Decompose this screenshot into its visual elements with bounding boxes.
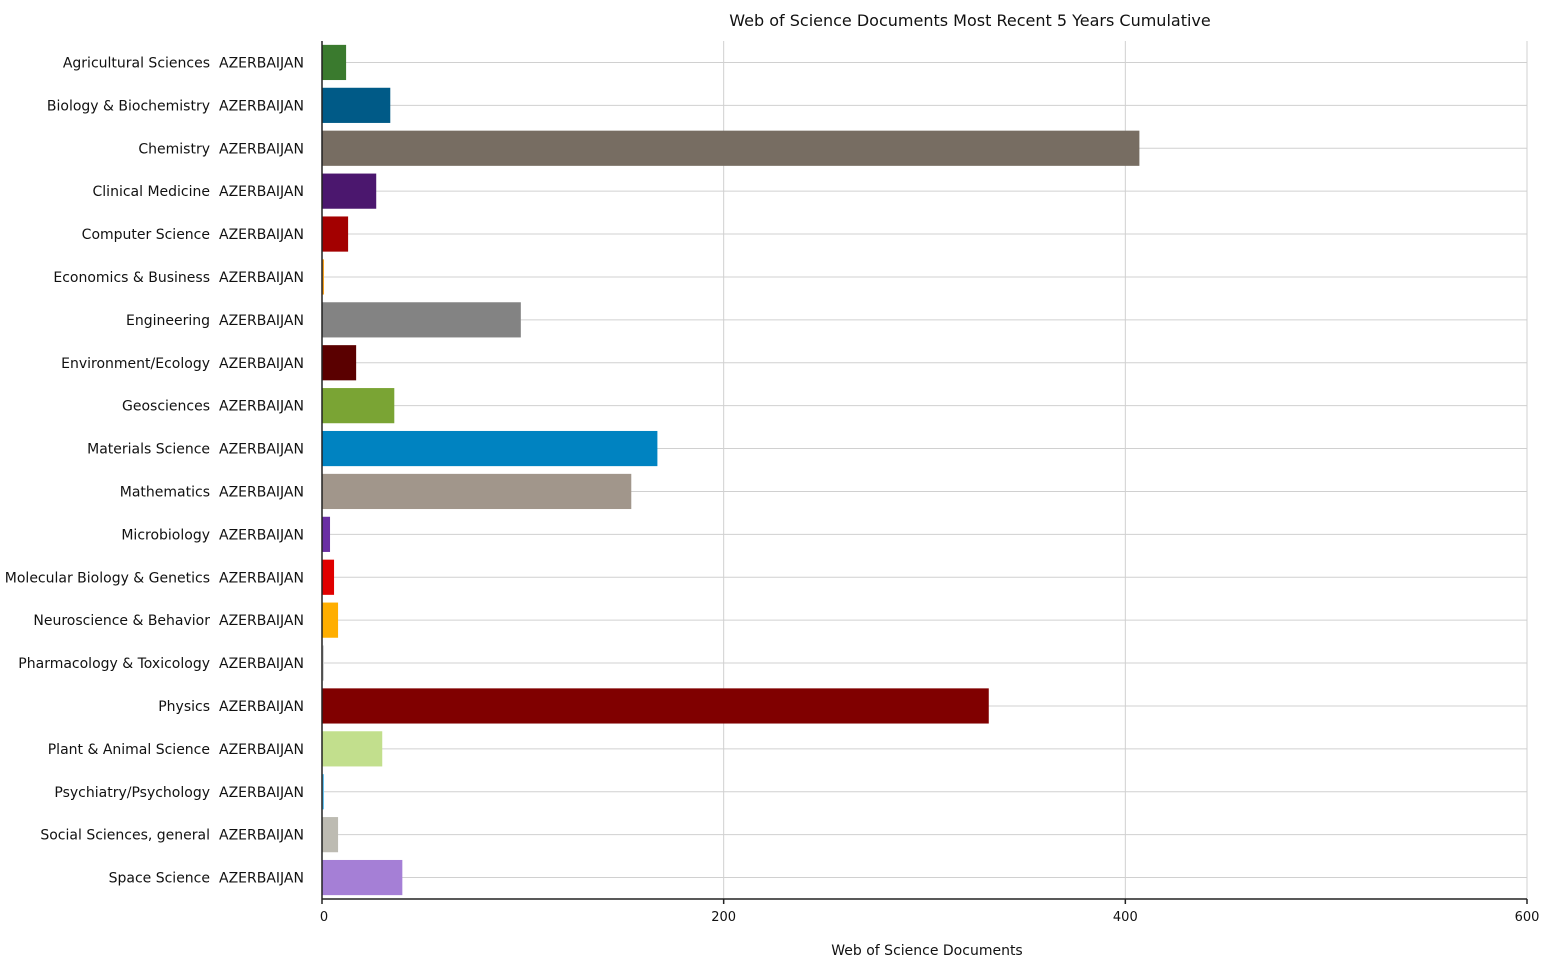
bar: [322, 130, 1140, 166]
bar: [322, 645, 325, 681]
country-label: AZERBAIJAN: [219, 55, 304, 71]
bar: [322, 602, 339, 638]
category-label: Environment/Ecology: [61, 356, 210, 372]
country-label: AZERBAIJAN: [219, 98, 304, 114]
country-label: AZERBAIJAN: [219, 570, 304, 586]
category-label: Materials Science: [87, 442, 210, 458]
country-label: AZERBAIJAN: [219, 356, 304, 372]
category-label: Geosciences: [122, 399, 210, 415]
country-label: AZERBAIJAN: [219, 184, 304, 200]
bar: [322, 173, 377, 209]
bar: [322, 473, 632, 510]
bar: [322, 774, 325, 810]
bar: [322, 216, 349, 252]
bar: [322, 430, 658, 467]
bar: [322, 259, 325, 295]
category-label: Molecular Biology & Genetics: [5, 570, 210, 586]
x-tick-label: 200: [711, 910, 736, 925]
category-label: Physics: [158, 699, 210, 715]
country-label: AZERBAIJAN: [219, 227, 304, 243]
x-tick-label: 0: [320, 910, 328, 925]
country-label: AZERBAIJAN: [219, 484, 304, 500]
bar: [322, 345, 357, 381]
bar: [322, 859, 403, 896]
x-tick-label: 400: [1113, 910, 1138, 925]
category-label: Plant & Animal Science: [48, 742, 210, 758]
country-label: AZERBAIJAN: [219, 871, 304, 887]
category-label: Agricultural Sciences: [63, 55, 210, 71]
category-label: Biology & Biochemistry: [47, 98, 210, 114]
bar: [322, 44, 347, 81]
bar: [322, 516, 331, 552]
country-label: AZERBAIJAN: [219, 785, 304, 801]
bar: [322, 688, 989, 724]
x-tick-label: 600: [1515, 910, 1540, 925]
category-label: Neuroscience & Behavior: [33, 613, 210, 629]
bar: [322, 559, 335, 595]
country-label: AZERBAIJAN: [219, 742, 304, 758]
bar: [322, 817, 339, 853]
x-axis-title: Web of Science Documents: [831, 943, 1022, 959]
category-label: Microbiology: [121, 527, 210, 543]
x-axis-ticks: 0 200 400 600: [320, 899, 1540, 925]
grid-layer: [322, 41, 1528, 899]
country-label: AZERBAIJAN: [219, 828, 304, 844]
country-label: AZERBAIJAN: [219, 613, 304, 629]
bar: [322, 388, 395, 424]
category-label: Psychiatry/Psychology: [54, 785, 210, 801]
country-label: AZERBAIJAN: [219, 699, 304, 715]
category-label: Mathematics: [120, 484, 210, 500]
country-label: AZERBAIJAN: [219, 270, 304, 286]
category-label: Pharmacology & Toxicology: [18, 656, 210, 672]
country-label: AZERBAIJAN: [219, 399, 304, 415]
bar: [322, 87, 391, 123]
category-label: Computer Science: [82, 227, 210, 243]
bars-layer: [322, 44, 1140, 896]
country-label: AZERBAIJAN: [219, 656, 304, 672]
category-labels: Agricultural Sciences AZERBAIJAN Biology &…: [5, 55, 304, 886]
category-label: Engineering: [126, 313, 210, 329]
category-label: Economics & Business: [53, 270, 210, 286]
bar: [322, 302, 521, 338]
country-label: AZERBAIJAN: [219, 527, 304, 543]
category-label: Space Science: [109, 871, 210, 887]
chart-title: Web of Science Documents Most Recent 5 Y…: [729, 11, 1210, 30]
category-label: Chemistry: [138, 141, 210, 157]
category-label: Social Sciences, general: [40, 828, 210, 844]
country-label: AZERBAIJAN: [219, 141, 304, 157]
bar: [322, 731, 383, 767]
country-label: AZERBAIJAN: [219, 313, 304, 329]
country-label: AZERBAIJAN: [219, 442, 304, 458]
category-label: Clinical Medicine: [93, 184, 210, 200]
